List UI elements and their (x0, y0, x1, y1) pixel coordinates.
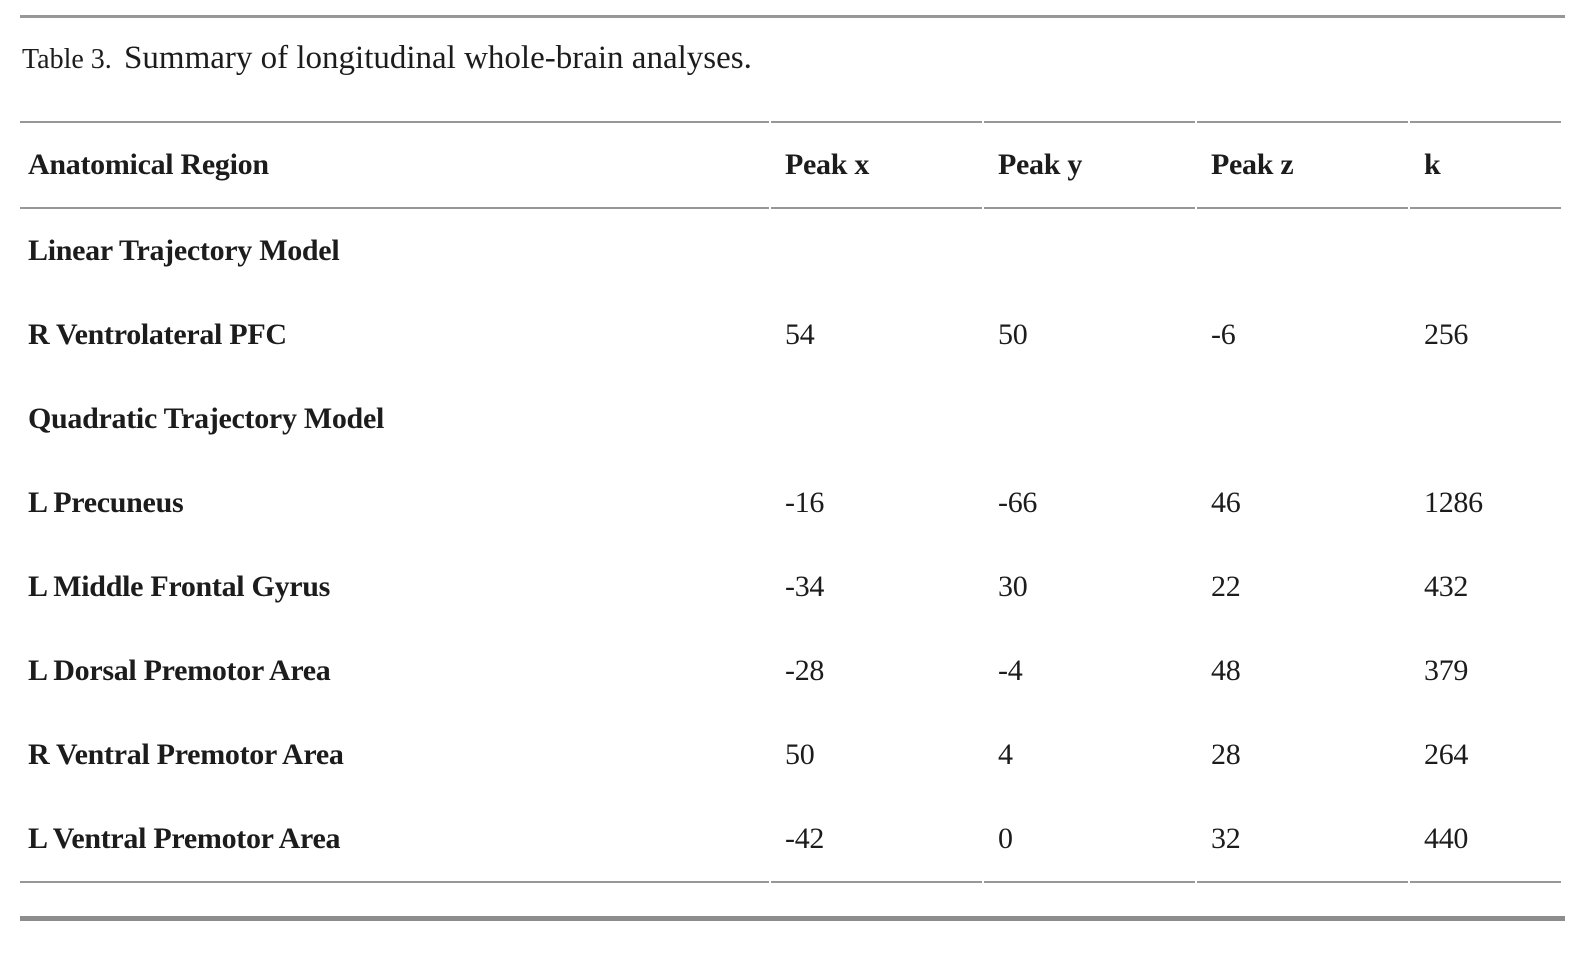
column-header-k: k (1410, 121, 1561, 209)
peak-y-cell (984, 377, 1195, 461)
table-row: L Dorsal Premotor Area -28 -4 48 379 (20, 629, 1561, 713)
peak-x-cell: -28 (785, 654, 825, 687)
peak-y-cell: -4 (998, 654, 1023, 687)
peak-y-cell: -66 (998, 486, 1038, 519)
region-cell: Linear Trajectory Model (28, 234, 340, 267)
peak-x-cell: -42 (771, 797, 982, 883)
peak-x-cell (771, 209, 982, 293)
table-footer-spacer (20, 883, 1565, 916)
column-header-peak-y: Peak y (984, 121, 1195, 209)
peak-z-cell: 48 (1211, 654, 1241, 687)
column-header-peak-x: Peak x (771, 121, 982, 209)
table-row: L Precuneus -16 -66 46 1286 (20, 461, 1561, 545)
table-row: R Ventrolateral PFC 54 50 -6 256 (20, 293, 1561, 377)
peak-x-cell: 50 (785, 738, 815, 771)
table-caption-title-text: Summary of longitudinal whole-brain anal… (124, 40, 752, 76)
k-cell: 432 (1424, 570, 1469, 603)
table-caption-title: Summary of longitudinal whole-brain anal… (116, 40, 752, 76)
peak-x-cell: -34 (785, 570, 825, 603)
table-caption: Table 3. Summary of longitudinal whole-b… (20, 18, 1565, 121)
region-cell: L Precuneus (28, 486, 184, 519)
table-figure: Table 3. Summary of longitudinal whole-b… (20, 15, 1565, 921)
table-row: L Middle Frontal Gyrus -34 30 22 432 (20, 545, 1561, 629)
table-row-section-quadratic: Quadratic Trajectory Model (20, 377, 1561, 461)
region-cell: R Ventral Premotor Area (28, 738, 344, 771)
peak-z-cell: 28 (1211, 738, 1241, 771)
k-cell: 379 (1424, 654, 1469, 687)
peak-y-cell: 50 (998, 318, 1028, 351)
peak-z-cell: 22 (1211, 570, 1241, 603)
peak-y-cell: 30 (998, 570, 1028, 603)
peak-y-cell: 4 (998, 738, 1013, 771)
peak-x-cell: -16 (785, 486, 825, 519)
peak-z-cell (1197, 209, 1408, 293)
peak-x-cell: 54 (785, 318, 815, 351)
k-cell: 264 (1424, 738, 1469, 771)
region-cell: Quadratic Trajectory Model (28, 402, 384, 435)
k-cell: 256 (1424, 318, 1469, 351)
region-cell: R Ventrolateral PFC (28, 318, 287, 351)
table-row: R Ventral Premotor Area 50 4 28 264 (20, 713, 1561, 797)
table-row: L Ventral Premotor Area -42 0 32 440 (20, 797, 1561, 883)
whole-brain-analyses-table: Anatomical Region Peak x Peak y Peak z k… (18, 121, 1563, 883)
k-cell (1410, 377, 1561, 461)
peak-z-cell: -6 (1211, 318, 1236, 351)
column-header-anatomical-region: Anatomical Region (20, 121, 769, 209)
header-row: Anatomical Region Peak x Peak y Peak z k (20, 121, 1561, 209)
peak-y-cell (984, 209, 1195, 293)
table-caption-label: Table 3. (22, 44, 112, 75)
region-cell: L Middle Frontal Gyrus (28, 570, 331, 603)
region-cell: L Ventral Premotor Area (20, 797, 769, 883)
peak-x-cell (771, 377, 982, 461)
peak-z-cell: 32 (1197, 797, 1408, 883)
k-cell (1410, 209, 1561, 293)
column-header-peak-z: Peak z (1197, 121, 1408, 209)
peak-z-cell (1197, 377, 1408, 461)
peak-y-cell: 0 (984, 797, 1195, 883)
k-cell: 1286 (1424, 486, 1483, 519)
peak-z-cell: 46 (1211, 486, 1241, 519)
table-row-section-linear: Linear Trajectory Model (20, 209, 1561, 293)
region-cell: L Dorsal Premotor Area (28, 654, 331, 687)
k-cell: 440 (1410, 797, 1561, 883)
